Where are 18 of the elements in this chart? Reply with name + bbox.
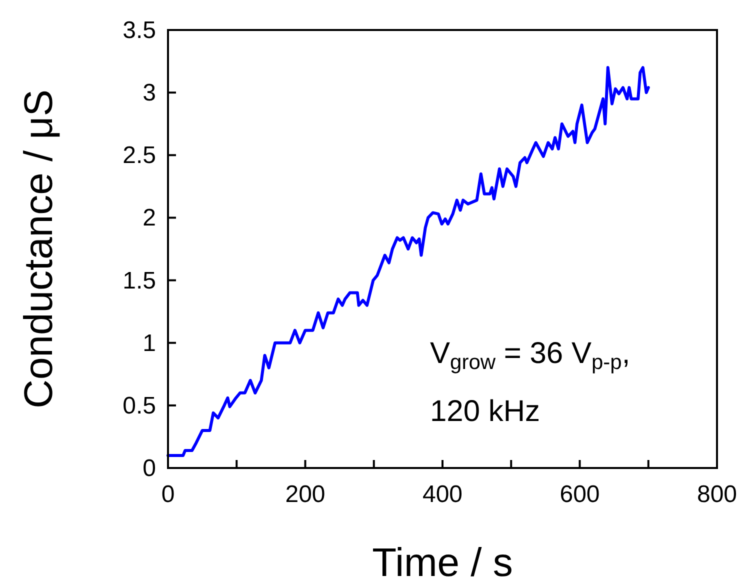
x-tick-label: 0	[161, 481, 175, 508]
x-tick-label: 200	[285, 481, 326, 508]
y-tick-label: 1	[142, 330, 156, 357]
annotation: V$_{grow}$ = 36 V$_{p-p}$,	[430, 337, 630, 374]
line-series	[166, 66, 650, 457]
y-tick-label: 3	[142, 80, 156, 107]
x-tick-label: 400	[422, 481, 463, 508]
y-tick-label: 1.5	[122, 267, 156, 294]
y-tick-label: 2	[142, 204, 156, 232]
y-axis-title: Conductance / μS	[17, 90, 61, 408]
y-tick-label: 2.5	[122, 142, 156, 170]
annotation: 120 kHz	[430, 395, 540, 428]
x-tick-label: 800	[696, 481, 738, 508]
y-tick-label: 0	[142, 455, 156, 482]
y-tick-label: 3.5	[122, 17, 156, 44]
y-tick-label: 0.5	[122, 392, 156, 420]
x-axis-title: Time / s	[372, 541, 513, 585]
x-tick-label: 600	[560, 481, 600, 508]
